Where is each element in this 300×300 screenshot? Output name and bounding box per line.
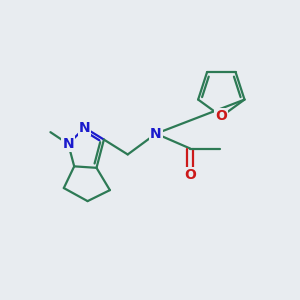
Text: O: O bbox=[215, 110, 227, 123]
Text: N: N bbox=[150, 127, 162, 141]
Text: O: O bbox=[184, 168, 196, 182]
Text: N: N bbox=[62, 137, 74, 151]
Text: N: N bbox=[79, 121, 90, 135]
